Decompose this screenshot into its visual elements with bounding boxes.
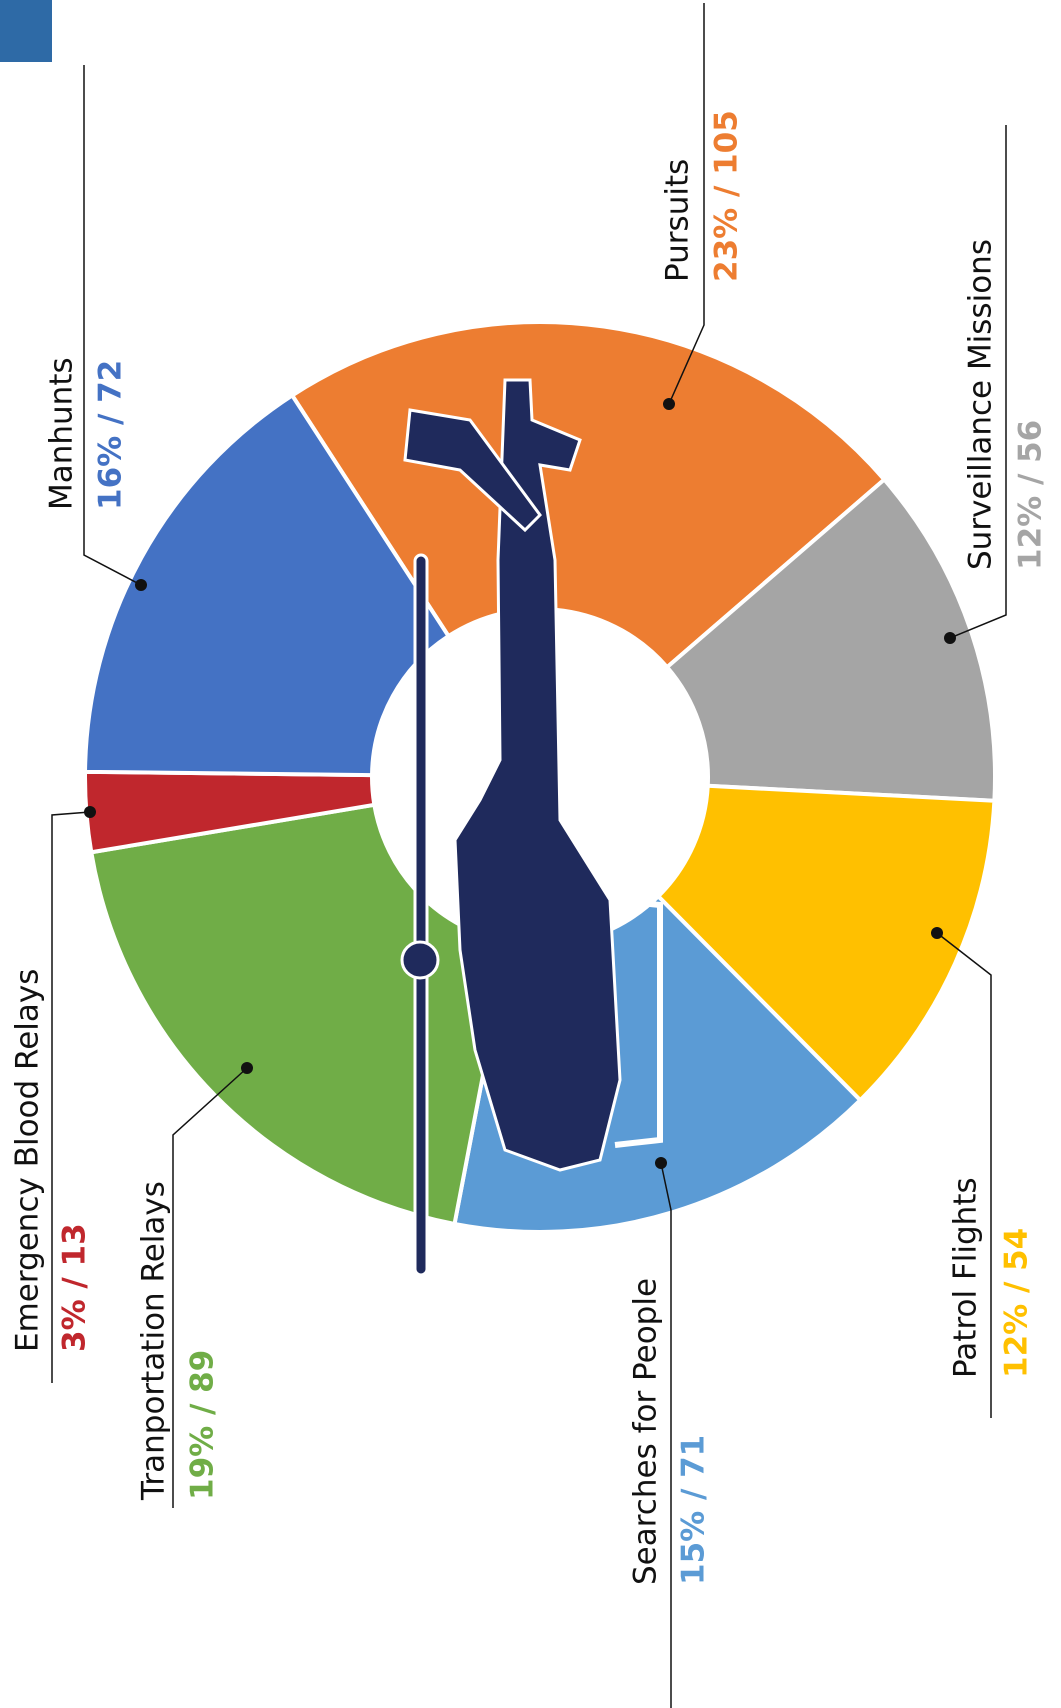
leader-dot [135, 579, 147, 591]
value-label: 15% / 71 [676, 1435, 712, 1585]
leader-dot [84, 806, 96, 818]
leader-dot [944, 632, 956, 644]
chart: Pursuits 23% / 105 Surveillance Missions 12… [0, 0, 1061, 1708]
corner-block [0, 0, 52, 62]
donut-slice [91, 805, 508, 1224]
leader-dot [655, 1157, 667, 1169]
value-label: 3% / 13 [57, 1223, 93, 1352]
category-label: Pursuits [660, 159, 696, 282]
value-label: 23% / 105 [709, 110, 745, 282]
leader-dot [931, 927, 943, 939]
category-label: Manhunts [44, 357, 80, 510]
category-label: Emergency Blood Relays [10, 969, 46, 1352]
leader-dot [663, 398, 675, 410]
value-label: 16% / 72 [93, 360, 129, 510]
category-label: Patrol Flights [948, 1177, 984, 1378]
value-label: 19% / 89 [185, 1350, 221, 1500]
leader-dot [241, 1062, 253, 1074]
category-label: Tranportation Relays [136, 1181, 172, 1501]
category-label: Surveillance Missions [963, 239, 999, 570]
value-label: 12% / 54 [999, 1228, 1035, 1378]
category-label: Searches for People [628, 1278, 664, 1585]
value-label: 12% / 56 [1013, 420, 1049, 570]
